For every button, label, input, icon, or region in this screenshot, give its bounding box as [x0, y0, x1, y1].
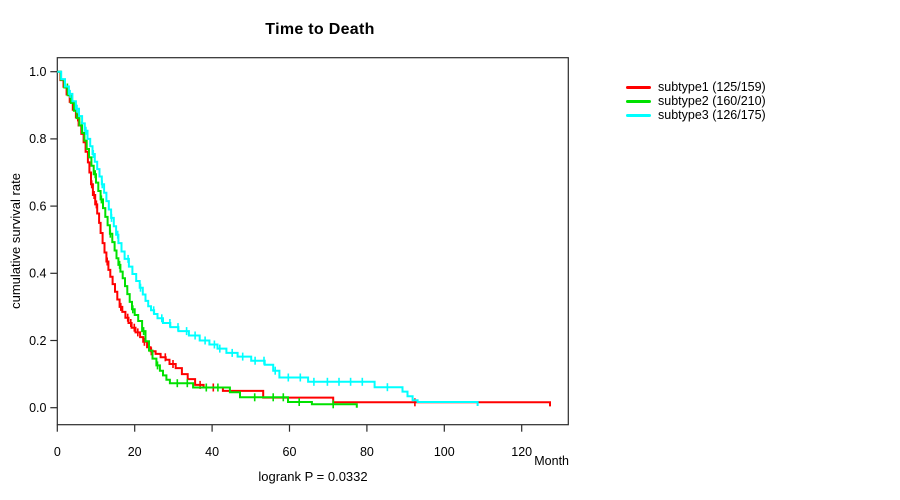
logrank-annotation: logrank P = 0.0332 — [258, 469, 367, 484]
legend-item-subtype3: subtype3 (126/175) — [626, 108, 766, 122]
y-tick-label: 1.0 — [29, 65, 46, 79]
legend-swatch-line — [626, 113, 651, 117]
censor-marks-subtype3 — [69, 89, 389, 392]
axes-layer: 0 20 40 60 80 100 120 0.0 0.2 0.4 0.6 0.8 1.0 — [29, 65, 532, 459]
legend: subtype1 (125/159) subtype2 (160/210) subt… — [626, 80, 766, 122]
y-tick-label: 0.2 — [29, 334, 46, 348]
x-axis-title: Month — [534, 454, 569, 468]
plot-box — [56, 57, 569, 426]
x-tick-label: 120 — [511, 445, 532, 459]
y-tick-label: 0.4 — [29, 267, 46, 281]
y-tick-label: 0.0 — [29, 401, 46, 415]
survival-curve-subtype3 — [57, 70, 479, 406]
legend-swatch-line — [626, 99, 651, 103]
x-tick-label: 0 — [54, 445, 61, 459]
legend-label: subtype3 (126/175) — [658, 108, 766, 122]
survival-curve-subtype2 — [57, 70, 358, 408]
x-tick-label: 100 — [434, 445, 455, 459]
x-tick-label: 20 — [128, 445, 142, 459]
y-tick-label: 0.8 — [29, 132, 46, 146]
legend-item-subtype2: subtype2 (160/210) — [626, 94, 766, 108]
censor-marks-subtype2 — [66, 83, 335, 409]
x-tick-label: 80 — [360, 445, 374, 459]
curves-layer — [57, 70, 551, 409]
legend-swatch-line — [626, 85, 651, 89]
legend-label: subtype1 (125/159) — [658, 80, 766, 94]
x-tick-label: 40 — [205, 445, 219, 459]
legend-label: subtype2 (160/210) — [658, 94, 766, 108]
survival-curve-subtype1 — [57, 70, 551, 407]
chart-title: Time to Death — [265, 21, 374, 38]
legend-item-subtype1: subtype1 (125/159) — [626, 80, 766, 94]
x-tick-label: 60 — [283, 445, 297, 459]
y-axis-title: cumulative survival rate — [8, 173, 23, 309]
y-tick-label: 0.6 — [29, 199, 46, 213]
